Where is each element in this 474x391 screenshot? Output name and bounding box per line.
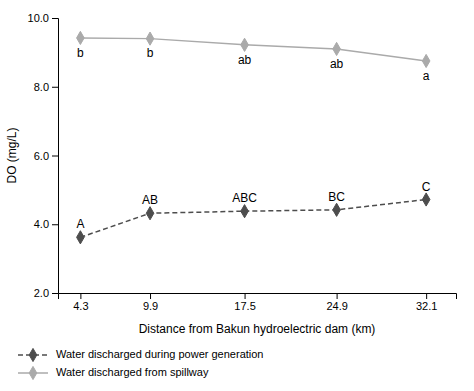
plot-area: 4.3 9.9 17.5 24.9 32.1 2.0 4.0 6.0 8.0 10.0 A AB ABC…	[28, 12, 457, 312]
x-tick: 9.9	[143, 293, 158, 312]
y-tick-label: 10.0	[28, 12, 49, 24]
point-labels: A AB ABC BC Cb b ab ab a	[76, 46, 430, 232]
x-tick: 24.9	[326, 293, 347, 312]
y-tick-label: 2.0	[34, 287, 49, 299]
legend-label: Water discharged during power generation	[56, 348, 264, 360]
y-tick: 6.0	[34, 150, 58, 162]
y-axis-title: DO (mg/L)	[5, 127, 19, 183]
x-tick-mark	[426, 293, 427, 299]
y-tick: 10.0	[28, 12, 58, 24]
x-axis-title: Distance from Bakun hydroelectric dam (k…	[139, 322, 376, 336]
y-tick-mark	[52, 293, 58, 294]
point-label: C	[422, 180, 431, 194]
series-marker	[333, 42, 341, 55]
y-tick: 8.0	[34, 81, 58, 93]
point-label: ab	[238, 53, 252, 67]
series-marker	[146, 207, 154, 220]
x-tick: 32.1	[416, 293, 437, 312]
x-tick-label: 9.9	[143, 300, 158, 312]
x-tick-mark	[150, 293, 151, 299]
marks	[77, 31, 430, 244]
point-label: AB	[142, 193, 158, 207]
x-tick-label: 17.5	[234, 300, 255, 312]
legend-swatch-marker	[29, 366, 37, 379]
x-axis-line	[59, 294, 457, 300]
series-marker	[333, 203, 341, 216]
x-tick-mark	[245, 293, 246, 299]
y-tick: 4.0	[34, 218, 58, 230]
point-label: ab	[330, 57, 344, 71]
point-label: b	[77, 46, 84, 60]
x-tick-mark	[80, 293, 81, 299]
y-tick-label: 4.0	[34, 218, 49, 230]
x-tick: 17.5	[234, 293, 255, 312]
series-marker	[422, 54, 430, 67]
y-tick-label: 6.0	[34, 150, 49, 162]
x-tick-label: 32.1	[416, 300, 437, 312]
y-tick-label: 8.0	[34, 81, 49, 93]
y-tick-mark	[52, 224, 58, 225]
y-tick-mark	[52, 156, 58, 157]
chart: 4.3 9.9 17.5 24.9 32.1 2.0 4.0 6.0 8.0 10.0 A AB ABC…	[0, 0, 474, 391]
point-label: b	[147, 46, 154, 60]
series-marker	[241, 205, 249, 218]
y-tick: 2.0	[34, 287, 58, 299]
y-tick-mark	[52, 18, 58, 19]
series-marker	[422, 193, 430, 206]
point-label: ABC	[232, 191, 257, 205]
point-label: A	[76, 217, 84, 231]
legend: Water discharged during power generation…	[18, 348, 264, 380]
x-tick-label: 24.9	[326, 300, 347, 312]
series-line	[80, 38, 426, 61]
x-tick: 4.3	[73, 293, 88, 312]
legend-label: Water discharged from spillway	[56, 366, 209, 378]
legend-item: Water discharged during power generation	[18, 348, 264, 362]
series-marker	[77, 31, 85, 44]
x-axis: 4.3 9.9 17.5 24.9 32.1	[59, 293, 457, 312]
series-marker	[146, 32, 154, 45]
point-label: BC	[328, 190, 345, 204]
point-label: a	[423, 69, 430, 83]
y-tick-mark	[52, 87, 58, 88]
y-axis-line	[52, 19, 59, 294]
series-marker	[241, 38, 249, 51]
series-marker	[77, 231, 85, 244]
x-tick-mark	[337, 293, 338, 299]
x-tick-label: 4.3	[73, 300, 88, 312]
y-axis: 2.0 4.0 6.0 8.0 10.0	[28, 12, 59, 299]
legend-item: Water discharged from spillway	[18, 366, 209, 380]
legend-swatch-marker	[29, 348, 37, 361]
